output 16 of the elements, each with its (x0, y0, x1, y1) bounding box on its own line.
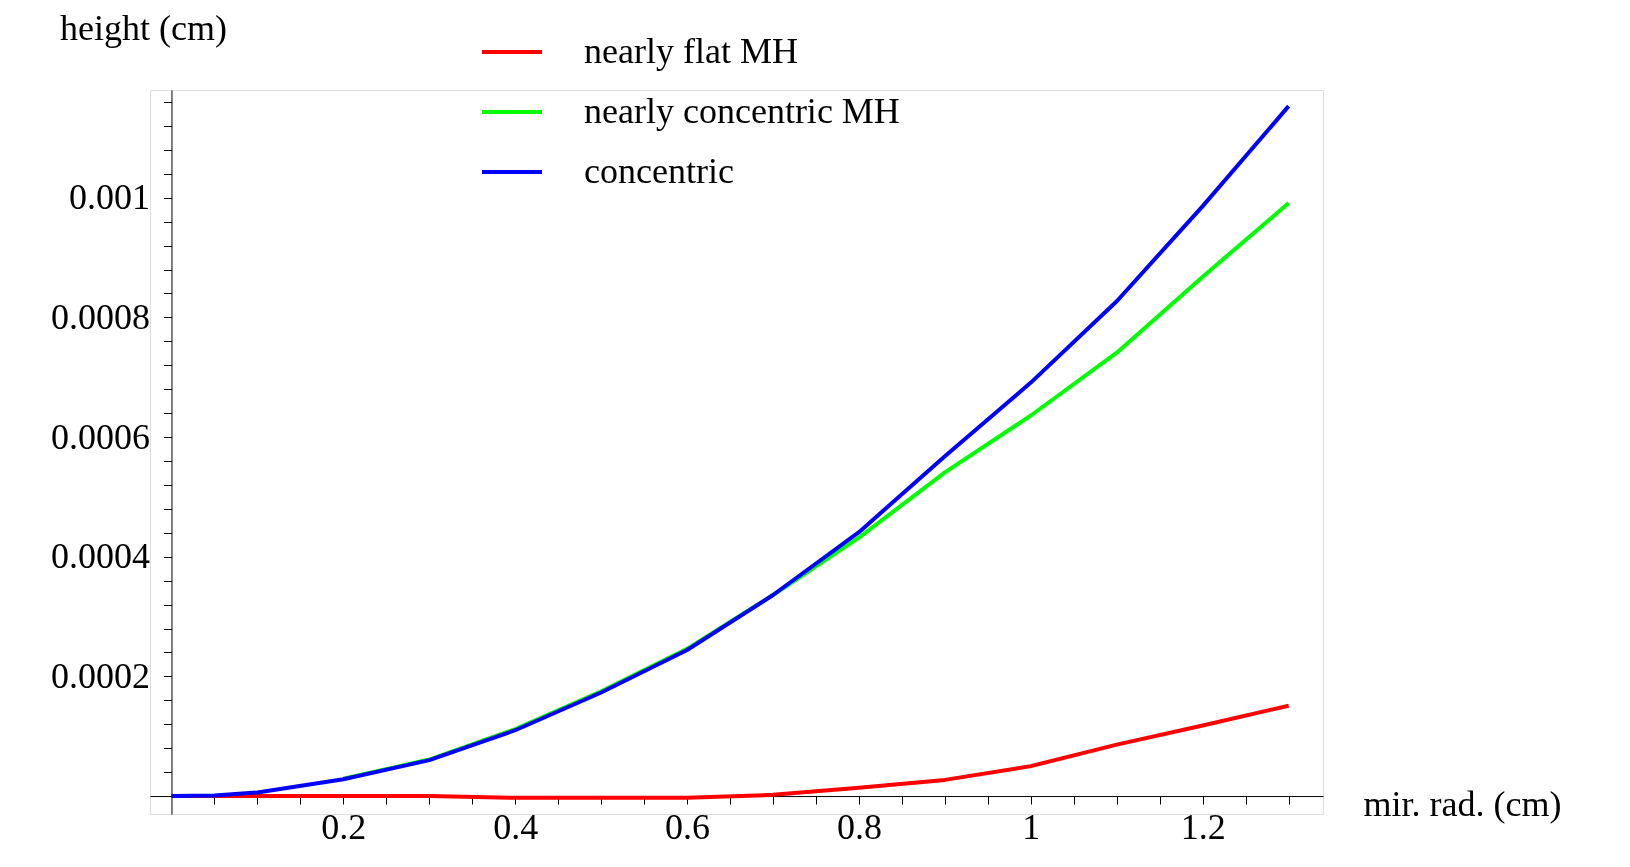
x-tick-label: 1 (1022, 806, 1041, 847)
y-tick-label: 0.0002 (50, 655, 150, 696)
y-tick-label: 0.0006 (50, 416, 150, 457)
x-tick-label: 0.4 (493, 806, 539, 847)
legend-label: nearly concentric MH (584, 91, 900, 131)
x-tick-label: 0.8 (836, 806, 882, 847)
y-tick-label: 0.0008 (50, 296, 150, 337)
legend-label: nearly flat MH (584, 31, 798, 71)
legend-label: concentric (584, 151, 734, 191)
y-tick-label: 0.001 (68, 177, 150, 218)
x-tick-label: 0.2 (321, 806, 367, 847)
x-tick-label: 1.2 (1180, 806, 1226, 847)
x-axis-title: mir. rad. (cm) (1363, 783, 1562, 824)
x-tick-label: 0.6 (665, 806, 711, 847)
y-axis-title: height (cm) (59, 7, 227, 48)
y-tick-label: 0.0004 (50, 536, 150, 577)
